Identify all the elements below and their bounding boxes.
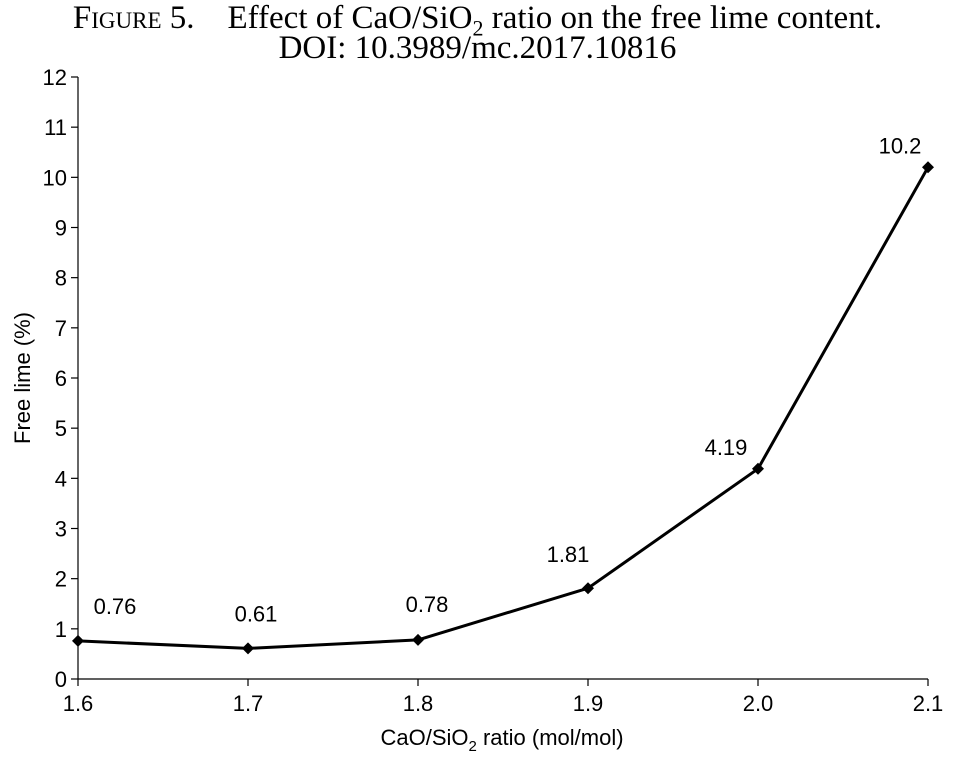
x-axis-ticks: 1.6 1.7 1.8 1.9 2.0 2.1 (63, 679, 944, 716)
x-tick-label: 2.0 (743, 691, 774, 716)
y-tick-label: 9 (55, 216, 67, 241)
x-tick-label: 2.1 (913, 691, 944, 716)
y-tick-label: 5 (55, 416, 67, 441)
data-label: 0.61 (235, 601, 278, 626)
y-tick-label: 7 (55, 316, 67, 341)
caption-title-sub: 2 (472, 15, 484, 41)
caption-doi: DOI: 10.3989/mc.2017.10816 (278, 30, 677, 66)
data-point-marker (582, 582, 594, 595)
x-axis-label-pre: CaO/SiO (380, 725, 468, 750)
figure-label: Figure 5. (72, 0, 195, 36)
x-tick-label: 1.7 (233, 691, 264, 716)
series-free-lime (72, 161, 934, 655)
caption-title-pre: Effect of CaO/SiO (227, 0, 473, 36)
y-tick-label: 11 (44, 115, 67, 140)
data-label: 0.78 (406, 592, 449, 617)
data-label: 10.2 (879, 133, 922, 158)
data-label: 4.19 (705, 435, 748, 460)
caption-title-post: ratio on the free lime content. (483, 0, 883, 36)
x-axis-label: CaO/SiO2 ratio (mol/mol) (380, 725, 623, 755)
data-point-marker (242, 642, 254, 655)
data-point-marker (922, 161, 934, 174)
y-tick-label: 1 (55, 617, 67, 642)
y-tick-label: 4 (55, 466, 67, 491)
data-point-marker (412, 633, 424, 646)
series-line (77, 166, 930, 650)
data-point-marker (752, 462, 764, 475)
y-tick-label: 10 (43, 165, 67, 190)
data-label: 1.81 (547, 542, 590, 567)
y-tick-label: 2 (55, 567, 67, 592)
caption-title-line: Figure 5. Effect of CaO/SiO2 ratio on th… (0, 0, 955, 47)
data-labels: 0.76 0.61 0.78 1.81 4.19 10.2 (94, 133, 922, 626)
y-tick-label: 6 (55, 366, 67, 391)
x-axis-label-sub: 2 (469, 738, 477, 755)
data-label: 0.76 (94, 594, 137, 619)
y-tick-label: 0 (55, 667, 67, 692)
data-point-marker (72, 634, 84, 647)
x-tick-label: 1.6 (63, 691, 94, 716)
x-axis-label-post: ratio (mol/mol) (477, 725, 624, 750)
y-tick-label: 12 (43, 65, 67, 90)
x-tick-label: 1.9 (573, 691, 604, 716)
y-tick-label: 8 (55, 266, 67, 291)
y-tick-label: 3 (55, 517, 67, 542)
y-axis-label: Free lime (%) (10, 312, 35, 444)
x-tick-label: 1.8 (403, 691, 434, 716)
